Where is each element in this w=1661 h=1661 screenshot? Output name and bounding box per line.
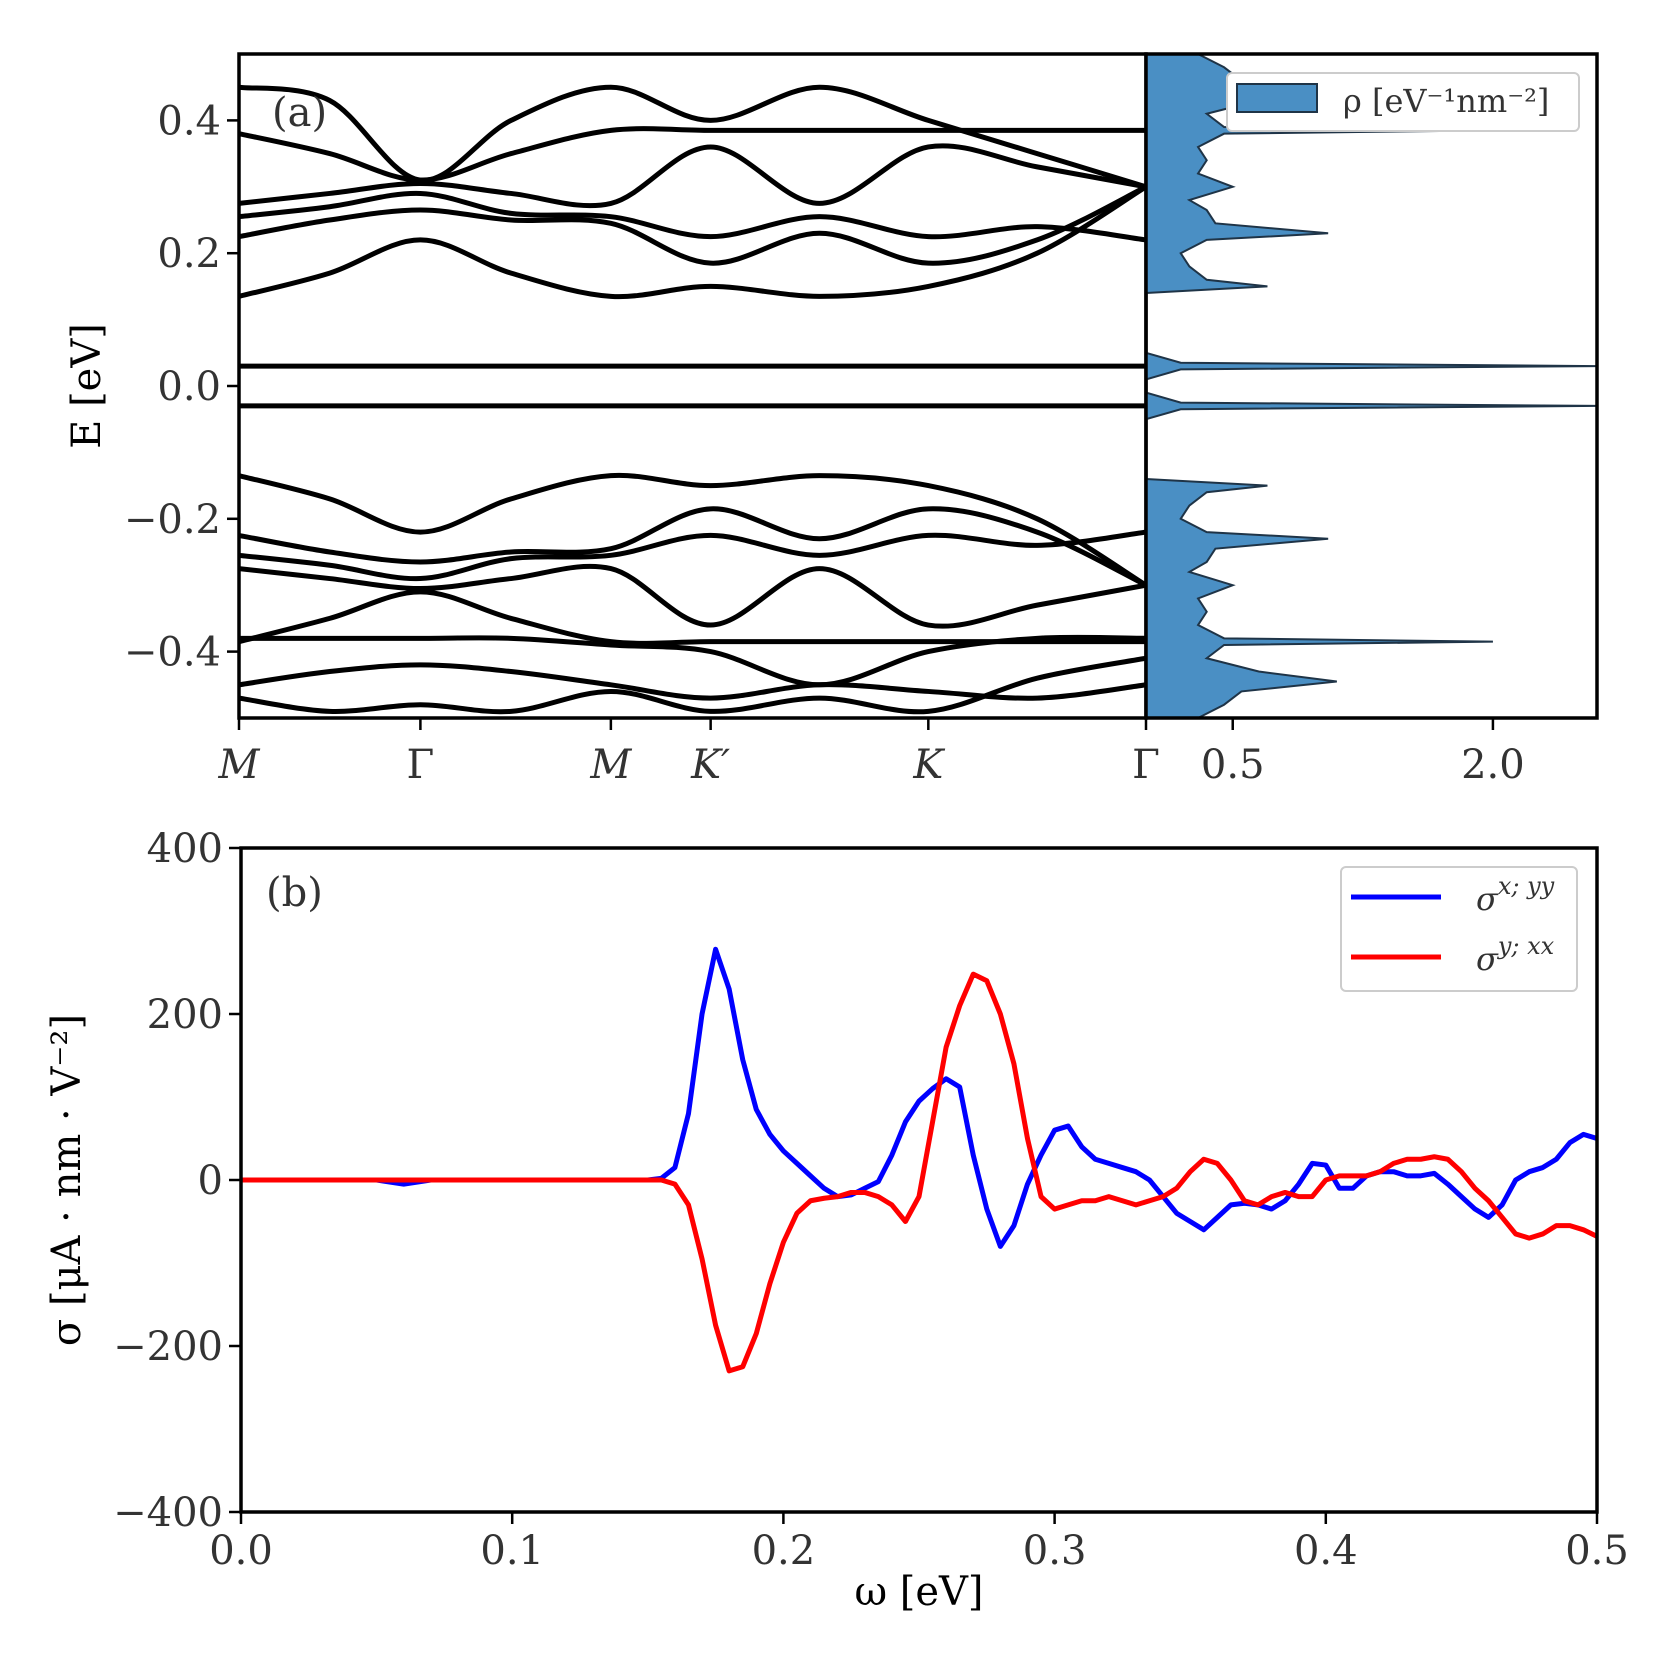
series-sigma-xyy xyxy=(241,946,1597,1249)
dos-legend: ρ [eV⁻¹nm⁻²] xyxy=(1226,72,1580,132)
series-sigma-yxx xyxy=(241,971,1597,1374)
dos-legend-swatch xyxy=(1236,83,1318,113)
band-c4 xyxy=(239,143,1146,209)
band-v7 xyxy=(239,662,1146,701)
dos-x-ticks: 0.5 2.0 xyxy=(1201,718,1525,788)
band-structure-panel: −0.4 −0.2 0.0 0.2 0.4 M Γ M K′ K Γ (a) E [eV] xyxy=(64,52,1160,788)
band-c5 xyxy=(239,126,1146,183)
dos-area xyxy=(1146,54,1597,718)
k-path-label: M xyxy=(218,742,261,788)
conductivity-y-ticks: −400 −200 0 200 400 xyxy=(113,826,241,1536)
conductivity-y-tick-label: 0 xyxy=(198,1158,223,1204)
band-v1 xyxy=(239,472,1146,588)
conductivity-legend: σx; yy σy; xx xyxy=(1340,866,1578,992)
conductivity-y-tick-label: 400 xyxy=(147,826,223,872)
panel-label-a: (a) xyxy=(272,90,327,136)
conductivity-x-ticks: 0.0 0.1 0.2 0.3 0.4 0.5 xyxy=(209,1512,1629,1574)
band-c6 xyxy=(239,84,1146,190)
band-y-tick-label: 0.2 xyxy=(157,231,221,277)
band-c2 xyxy=(239,184,1146,266)
band-v4 xyxy=(239,563,1146,629)
conductivity-y-tick-label: −200 xyxy=(113,1324,223,1370)
k-path-label: Γ xyxy=(1132,742,1160,788)
band-y-ticks: −0.4 −0.2 0.0 0.2 0.4 xyxy=(124,98,239,676)
panel-label-b: (b) xyxy=(266,870,323,916)
conductivity-x-tick-label: 0.0 xyxy=(209,1528,273,1574)
conductivity-x-tick-label: 0.3 xyxy=(1023,1528,1087,1574)
k-path-label: Γ xyxy=(407,742,435,788)
band-v5 xyxy=(239,589,1146,646)
conductivity-x-tick-label: 0.4 xyxy=(1294,1528,1358,1574)
band-v6 xyxy=(239,634,1146,688)
band-c3 xyxy=(239,190,1146,243)
k-path-label: K xyxy=(912,742,945,788)
k-path-label: K′ xyxy=(690,742,730,788)
dos-panel: 0.5 2.0 ρ [eV⁻¹nm⁻²] xyxy=(1144,52,1599,788)
band-v3 xyxy=(239,529,1146,582)
legend-label-sigma-xyy: σx; yy xyxy=(1476,872,1555,918)
conductivity-panel: −400 −200 0 200 400 0.0 0.1 0.2 0.3 0.4 0.5 (b) ω… xyxy=(44,826,1629,1615)
conductivity-y-tick-label: 200 xyxy=(147,992,223,1038)
band-y-tick-label: 0.4 xyxy=(157,98,221,144)
band-v8 xyxy=(239,655,1146,715)
band-y-tick-label: −0.2 xyxy=(124,497,221,543)
dos-x-tick-label: 2.0 xyxy=(1461,742,1525,788)
conductivity-x-tick-label: 0.1 xyxy=(480,1528,544,1574)
dos-axes-frame xyxy=(1144,52,1599,720)
conductivity-x-tick-label: 0.5 xyxy=(1565,1528,1629,1574)
band-y-tick-label: −0.4 xyxy=(124,630,221,676)
conductivity-x-tick-label: 0.2 xyxy=(752,1528,816,1574)
conductivity-y-axis-label: σ [μA · nm · V⁻²] xyxy=(44,1014,90,1346)
bands-group xyxy=(239,84,1146,715)
conductivity-series xyxy=(241,946,1597,1374)
dos-x-tick-label: 0.5 xyxy=(1201,742,1265,788)
band-k-ticks: M Γ M K′ K Γ xyxy=(218,718,1160,788)
band-y-tick-label: 0.0 xyxy=(157,364,221,410)
band-c1 xyxy=(239,184,1146,300)
band-y-axis-label: E [eV] xyxy=(64,323,110,449)
legend-label-sigma-yxx: σy; xx xyxy=(1476,932,1555,978)
conductivity-y-tick-label: −400 xyxy=(113,1490,223,1536)
dos-legend-label: ρ [eV⁻¹nm⁻²] xyxy=(1343,82,1549,120)
k-path-label: M xyxy=(589,742,632,788)
conductivity-x-axis-label: ω [eV] xyxy=(854,1569,983,1615)
band-v2 xyxy=(239,506,1146,588)
